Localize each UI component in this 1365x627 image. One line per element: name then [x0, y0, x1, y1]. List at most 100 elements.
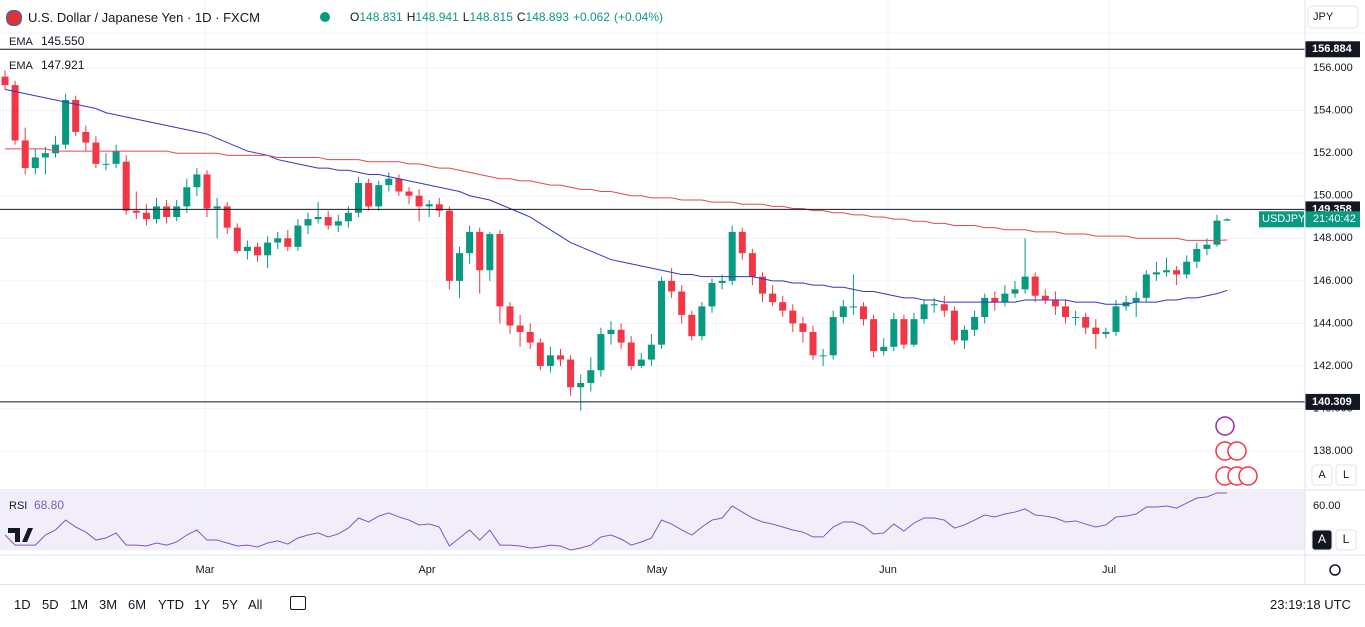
range-button[interactable]: 1D [14, 597, 31, 612]
candle-body [1213, 220, 1221, 245]
candle-body [183, 187, 191, 207]
candle-body [769, 293, 777, 303]
candle-body [839, 306, 847, 318]
range-button[interactable]: 5Y [222, 597, 238, 612]
legend-name: EMA [9, 60, 34, 72]
candle-body [617, 329, 625, 343]
candle-body [1163, 270, 1170, 273]
rsi-scale-label: A [1318, 532, 1326, 546]
candle-body [950, 310, 958, 341]
rsi-tick-label: 60.00 [1313, 500, 1341, 512]
candle-body [11, 85, 19, 141]
candle-body [355, 182, 362, 213]
candle-body [658, 280, 665, 345]
settings-icon[interactable] [1329, 564, 1341, 576]
currency-box[interactable] [1307, 5, 1359, 29]
event-icon[interactable] [1227, 441, 1247, 461]
scale-button[interactable] [1311, 464, 1333, 486]
range-button[interactable]: 3M [99, 597, 118, 612]
scale-button[interactable] [1335, 464, 1357, 486]
candle-body [1203, 244, 1211, 249]
candle-body [304, 219, 312, 226]
candle-body [41, 153, 49, 158]
candle-body [799, 323, 807, 332]
candle-body [21, 140, 29, 169]
candle-body [1082, 317, 1090, 328]
candle-body [587, 370, 595, 383]
candle-body [1223, 219, 1231, 221]
candle-body [102, 163, 110, 165]
candle-body [1102, 331, 1110, 335]
range-button[interactable]: 6M [128, 597, 147, 612]
ohlc-value: 148.893 [525, 10, 569, 24]
candle-body [900, 319, 908, 345]
candle-body [1, 76, 9, 86]
currency: JPY [1313, 11, 1334, 23]
candle-body [1112, 306, 1120, 332]
candle-body [506, 306, 514, 326]
rsi-scale-button[interactable] [1311, 529, 1333, 551]
candle-body [981, 297, 989, 318]
candle-body [1183, 261, 1191, 275]
calendar-icon[interactable] [290, 596, 306, 610]
ohlc: O148.831 H148.941 L148.815 C148.893 +0.062 (+… [350, 10, 663, 24]
candle-body [1051, 300, 1059, 307]
x-tick-label: Jun [879, 564, 897, 576]
candle-body [92, 142, 100, 164]
candle-body [637, 359, 645, 366]
candle-body [1021, 276, 1029, 290]
candle-body [72, 100, 80, 132]
x-tick-label: May [647, 564, 668, 576]
candle-body [708, 282, 716, 307]
legend-name: EMA [9, 36, 34, 48]
candle-body [173, 206, 181, 218]
ohlc-key: H [406, 10, 416, 24]
y-tick-label: 156.000 [1313, 62, 1353, 74]
candle-body [971, 317, 979, 330]
range-button[interactable]: 5D [42, 597, 59, 612]
ohlc-value: 148.815 [469, 10, 513, 24]
candle-body [1001, 293, 1009, 303]
event-icon[interactable] [1215, 416, 1235, 436]
range-button[interactable]: YTD [158, 597, 184, 612]
candle-body [163, 206, 171, 218]
candle-body [1193, 248, 1201, 262]
y-tick-label: 152.000 [1313, 147, 1353, 159]
candle-body [334, 221, 342, 226]
scale-button-label: A [1318, 469, 1326, 481]
candle-body [203, 174, 211, 209]
y-tick-label: 154.000 [1313, 105, 1353, 117]
status-dot [320, 12, 330, 22]
candle-body [890, 319, 898, 347]
candle-body [577, 382, 585, 388]
candle-body [274, 238, 282, 243]
candle-body [728, 231, 736, 281]
candle-body [627, 342, 635, 366]
candle-body [607, 329, 615, 335]
candle-body [243, 246, 251, 252]
candle-body [112, 151, 120, 164]
ema-line [4, 88, 1228, 305]
symbol-title[interactable]: U.S. Dollar / Japanese Yen · 1D · FXCM [28, 10, 260, 25]
range-button[interactable]: 1Y [194, 597, 210, 612]
rsi-scale-button[interactable] [1335, 529, 1357, 551]
candle-body [668, 280, 676, 292]
x-tick-label: Jul [1102, 564, 1116, 576]
candle-body [132, 210, 140, 213]
ohlc-value: 148.941 [415, 10, 459, 24]
rsi-name: RSI [9, 500, 27, 512]
candle-body [31, 157, 39, 169]
candle-body [445, 210, 453, 281]
event-icon[interactable] [1238, 466, 1258, 486]
ohlc-key: O [350, 10, 360, 24]
level-label-box [1305, 41, 1360, 58]
y-tick-label: 142.000 [1313, 360, 1353, 372]
candle-body [314, 217, 322, 220]
candle-body [860, 306, 867, 320]
candle-body [415, 195, 423, 207]
candle-body [779, 302, 787, 311]
range-button[interactable]: 1M [70, 597, 89, 612]
candle-body [597, 334, 605, 371]
range-button[interactable]: All [248, 597, 263, 612]
